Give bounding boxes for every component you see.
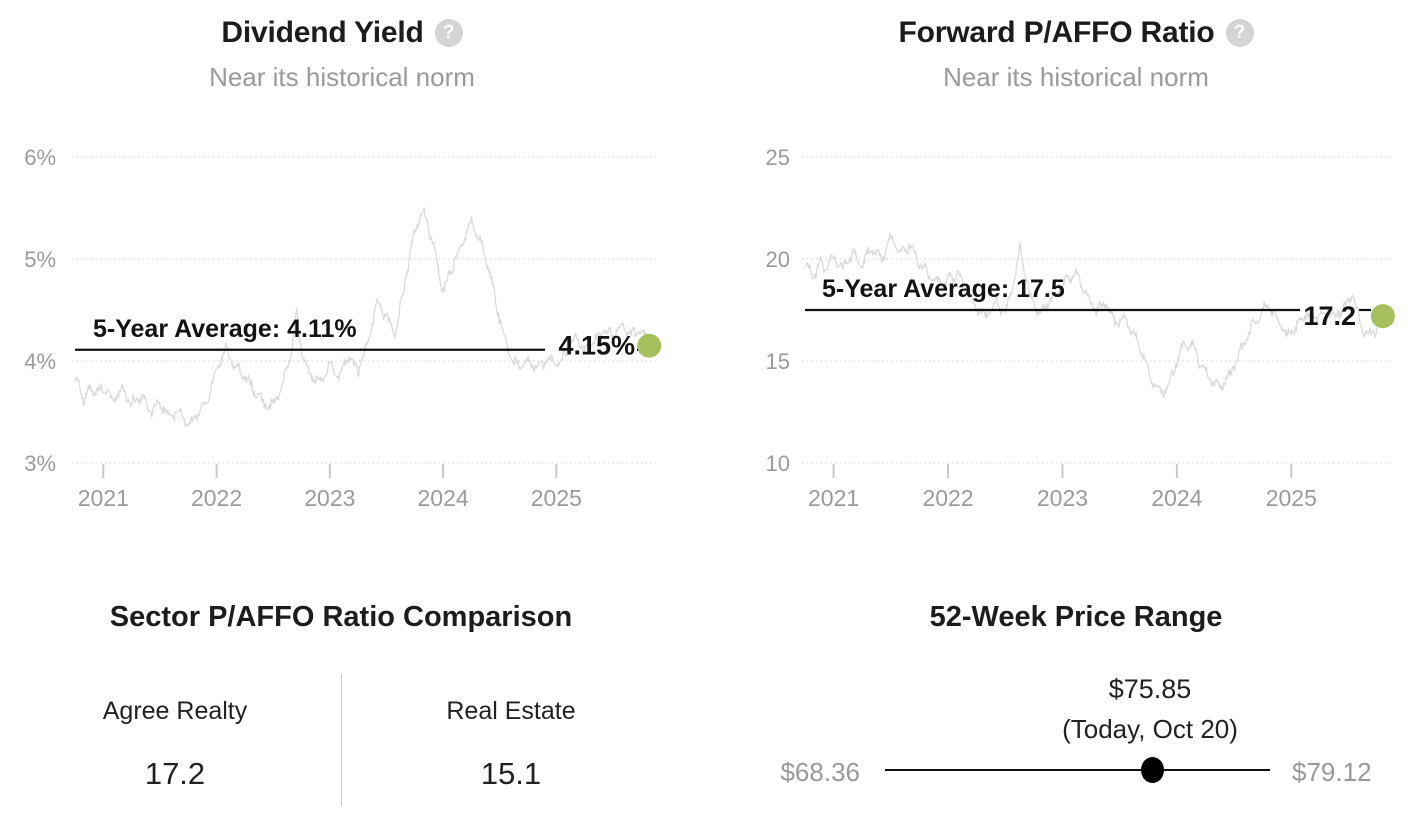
comparison-label-agree-realty: Agree Realty [102,697,248,725]
x-axis-label: 2025 [1266,485,1317,511]
current-value-label: 4.15% [558,331,635,361]
x-axis-label: 2022 [191,485,242,511]
current-value-label: 17.2 [1303,301,1356,331]
current-marker-dot [637,333,662,358]
average-label: 5-Year Average: 4.11% [93,315,357,343]
paffo-subtitle: Near its historical norm [943,62,1209,92]
comparison-cell-agree-realty: Agree Realty 17.2 [45,697,305,792]
x-axis-label: 2022 [922,485,973,511]
x-axis-label: 2021 [78,485,129,511]
x-axis-label: 2023 [1037,485,1088,511]
x-axis-label: 2021 [808,485,859,511]
paffo-title-row: Forward P/AFFO Ratio ? [728,16,1424,50]
price-range-today-block: $75.85 (Today, Oct 20) [1010,674,1290,745]
y-axis-label: 3% [24,451,56,476]
dividend-yield-chart: 6% 5% 4% 3% 2021 2022 2023 2024 2025 5-Year Avera… [24,145,662,511]
dividend-yield-subtitle: Near its historical norm [209,62,475,92]
comparison-divider [341,674,342,806]
range-low-label: $68.36 [780,757,860,787]
current-marker-dot [1370,304,1395,329]
x-axis-label: 2024 [417,485,468,511]
comparison-value-agree-realty: 17.2 [144,756,206,791]
y-axis-label: 15 [766,349,790,374]
y-axis-label: 25 [766,145,790,170]
today-price: $75.85 [1108,674,1192,704]
dividend-yield-header: Dividend Yield ? Near its historical nor… [0,16,684,93]
paffo-chart: 25 20 15 10 2021 2022 2023 2024 2025 5-Year Avera… [766,145,1395,511]
range-marker-dot [1141,757,1164,783]
y-axis-label: 5% [24,247,56,272]
comparison-cell-real-estate: Real Estate 15.1 [381,697,641,792]
price-range-title: 52-Week Price Range [929,601,1223,633]
comparison-title: Sector P/AFFO Ratio Comparison [109,601,573,633]
paffo-title: Forward P/AFFO Ratio [898,16,1215,49]
y-axis-label: 10 [766,451,790,476]
range-high-label: $79.12 [1292,757,1372,787]
y-axis-label: 20 [766,247,790,272]
help-icon[interactable]: ? [1225,19,1254,47]
series-line [74,207,650,427]
y-axis-label: 6% [24,145,56,170]
help-icon[interactable]: ? [434,19,463,47]
series-line [804,232,1384,399]
range-track [885,769,1270,771]
paffo-header: Forward P/AFFO Ratio ? Near its historic… [728,16,1424,93]
comparison-label-real-estate: Real Estate [446,697,576,725]
comparison-value-real-estate: 15.1 [480,756,542,791]
dividend-yield-title: Dividend Yield [221,16,424,49]
x-axis-label: 2024 [1151,485,1202,511]
dividend-yield-title-row: Dividend Yield ? [0,16,684,50]
x-axis-label: 2023 [304,485,355,511]
today-date: (Today, Oct 20) [1062,714,1238,744]
average-label: 5-Year Average: 17.5 [822,275,1065,303]
y-axis-label: 4% [24,349,56,374]
x-axis-label: 2025 [531,485,582,511]
